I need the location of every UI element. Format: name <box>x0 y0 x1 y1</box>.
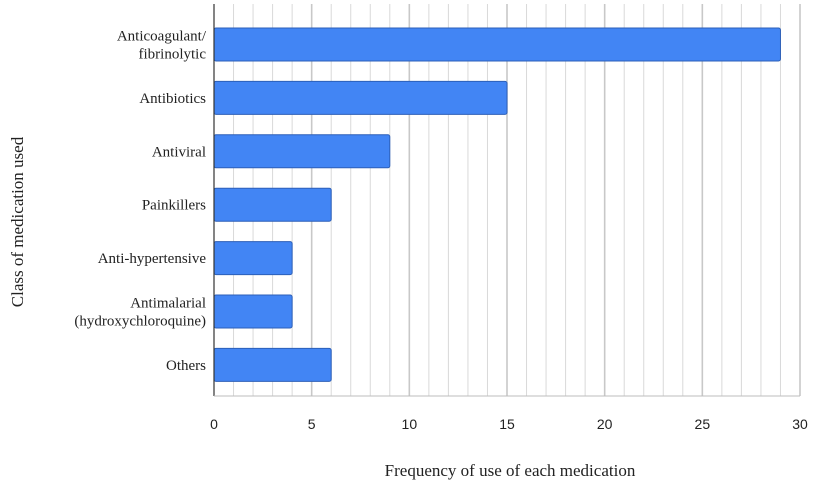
x-tick-label: 25 <box>695 416 711 432</box>
bar <box>213 80 508 115</box>
grid-lines <box>233 4 801 396</box>
y-axis-title: Class of medication used <box>8 136 27 307</box>
tick-labels: 0 5 10 15 20 25 30 <box>210 416 808 432</box>
x-tick-label: 5 <box>308 416 316 432</box>
category-label-line: (hydroxychloroquine) <box>74 314 206 330</box>
bar <box>213 134 391 169</box>
bar <box>213 187 332 222</box>
category-label-line: Anti-hypertensive <box>98 251 207 267</box>
category-label: Anticoagulant/fibrinolytic <box>117 29 207 63</box>
category-label: Antibiotics <box>139 91 206 107</box>
x-tick-label: 0 <box>210 416 218 432</box>
x-axis-title: Frequency of use of each medication <box>385 461 636 480</box>
bar <box>213 27 781 62</box>
category-label-line: Anticoagulant/ <box>117 29 207 45</box>
x-tick-label: 15 <box>499 416 515 432</box>
category-label: Antiviral <box>152 144 206 160</box>
category-label: Others <box>166 358 206 374</box>
x-tick-label: 20 <box>597 416 613 432</box>
category-label-line: fibrinolytic <box>139 47 207 63</box>
bars <box>213 27 781 382</box>
category-label-line: Others <box>166 358 206 374</box>
category-labels: Anticoagulant/fibrinolytic Antibiotics Ant… <box>74 29 206 374</box>
category-label-line: Antimalarial <box>130 296 206 312</box>
bar <box>213 241 293 276</box>
bar <box>213 347 332 382</box>
x-tick-label: 30 <box>792 416 808 432</box>
bar <box>213 294 293 329</box>
category-label-line: Antibiotics <box>139 91 206 107</box>
category-label: Painkillers <box>142 198 206 214</box>
category-label-line: Antiviral <box>152 144 206 160</box>
axes <box>213 4 800 397</box>
category-label: Antimalarial (hydroxychloroquine) <box>74 296 206 330</box>
category-label: Anti-hypertensive <box>98 251 207 267</box>
category-label-line: Painkillers <box>142 198 206 214</box>
x-tick-label: 10 <box>402 416 418 432</box>
